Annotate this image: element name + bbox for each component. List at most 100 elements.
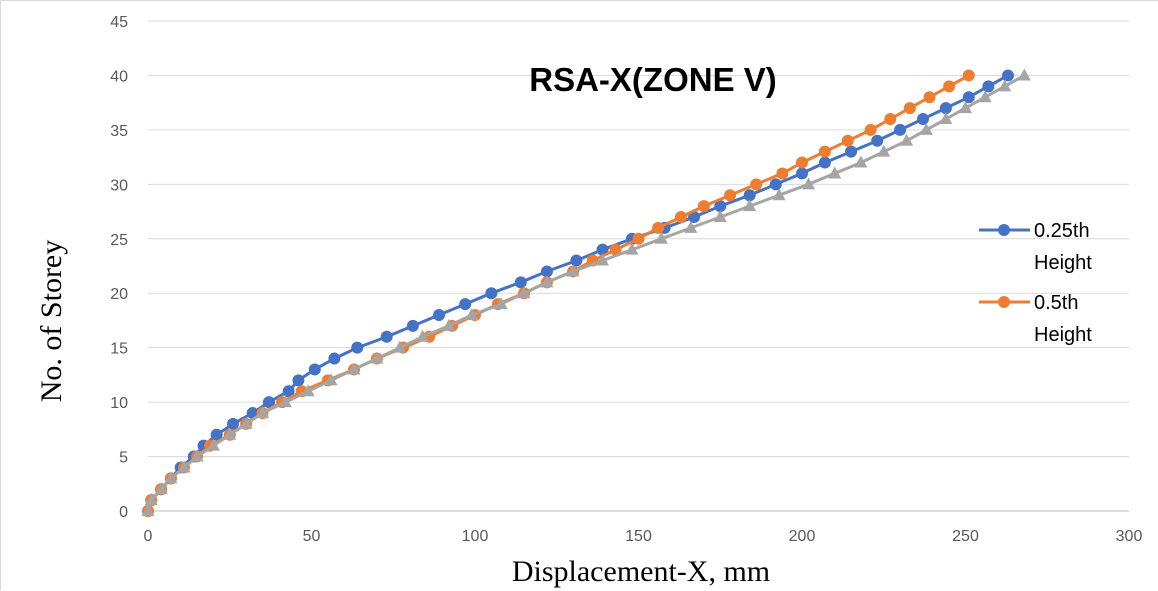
data-point-1 xyxy=(724,189,737,202)
y-tick-label: 25 xyxy=(110,232,128,249)
data-point-2 xyxy=(654,231,668,244)
data-point-2 xyxy=(998,79,1012,92)
data-point-1 xyxy=(884,113,897,125)
data-point-2 xyxy=(596,253,610,266)
data-point-1 xyxy=(750,178,763,191)
data-point-2 xyxy=(802,177,816,190)
data-point-2 xyxy=(517,286,531,299)
data-point-1 xyxy=(776,167,789,180)
legend-item-0: 0.25th Height xyxy=(979,220,1092,274)
x-tick-label: 100 xyxy=(462,528,489,545)
data-point-2 xyxy=(494,297,508,310)
legend: 0.25th Height 0.5th Height xyxy=(979,220,1092,346)
y-tick-label: 30 xyxy=(110,177,128,194)
data-point-0 xyxy=(939,102,952,115)
data-point-0 xyxy=(1002,69,1015,82)
data-point-0 xyxy=(227,417,240,430)
data-point-2 xyxy=(144,493,158,506)
data-point-2 xyxy=(370,351,384,364)
data-point-0 xyxy=(916,113,929,125)
data-point-2 xyxy=(154,482,168,495)
data-point-0 xyxy=(380,330,393,343)
data-point-1 xyxy=(841,134,854,147)
x-axis-label: Displacement-X, mm xyxy=(512,555,770,588)
series-layer xyxy=(141,68,1031,517)
data-point-2 xyxy=(416,329,430,342)
y-tick-label: 40 xyxy=(110,68,128,85)
data-point-0 xyxy=(328,352,341,365)
y-tick-label: 35 xyxy=(110,123,128,140)
data-point-2 xyxy=(301,384,315,397)
data-point-2 xyxy=(255,406,269,418)
data-point-0 xyxy=(596,243,609,256)
data-point-0 xyxy=(485,287,498,300)
y-tick-label: 20 xyxy=(110,286,128,303)
data-point-0 xyxy=(982,80,995,93)
legend-label-1: 0.5th Height xyxy=(1034,292,1092,346)
data-point-2 xyxy=(919,122,933,135)
data-point-2 xyxy=(177,460,191,473)
data-point-2 xyxy=(223,427,237,440)
data-point-1 xyxy=(675,211,688,223)
data-point-1 xyxy=(697,200,710,213)
data-point-0 xyxy=(540,265,553,278)
data-point-2 xyxy=(713,210,727,222)
data-point-0 xyxy=(714,200,727,213)
data-point-0 xyxy=(282,385,295,398)
y-tick-label: 5 xyxy=(119,450,128,467)
data-point-2 xyxy=(566,264,580,277)
data-point-0 xyxy=(308,363,321,376)
legend-item-1: 0.5th Height xyxy=(979,292,1092,346)
x-tick-label: 250 xyxy=(952,528,979,545)
data-point-2 xyxy=(465,308,479,320)
data-point-0 xyxy=(210,428,223,441)
data-point-2 xyxy=(393,340,407,353)
data-point-2 xyxy=(347,362,361,375)
data-point-2 xyxy=(828,166,842,179)
data-point-2 xyxy=(141,504,155,516)
data-point-0 xyxy=(796,167,808,180)
x-tick-label: 300 xyxy=(1116,528,1143,545)
legend-label-0: 0.25th Height xyxy=(1034,220,1092,274)
data-point-0 xyxy=(818,156,831,169)
data-point-0 xyxy=(845,145,858,158)
y-tick-label: 10 xyxy=(110,395,128,412)
data-point-1 xyxy=(962,69,975,82)
data-point-1 xyxy=(903,102,916,115)
data-point-1 xyxy=(632,232,645,245)
data-point-2 xyxy=(625,242,639,255)
chart-title: RSA-X(ZONE V) xyxy=(529,61,777,98)
y-tick-label: 0 xyxy=(119,504,128,521)
data-point-2 xyxy=(772,188,786,201)
x-tick-label: 150 xyxy=(625,528,652,545)
data-point-0 xyxy=(962,91,975,104)
data-point-0 xyxy=(769,178,782,191)
data-point-1 xyxy=(818,145,831,158)
x-tick-label: 0 xyxy=(144,528,153,545)
data-point-0 xyxy=(570,254,583,267)
data-point-0 xyxy=(871,134,884,147)
data-point-2 xyxy=(684,220,698,233)
data-point-1 xyxy=(923,91,936,104)
data-point-2 xyxy=(190,449,204,462)
data-point-1 xyxy=(609,243,622,256)
data-point-2 xyxy=(854,155,868,168)
data-point-0 xyxy=(894,123,907,136)
data-point-2 xyxy=(442,318,456,331)
data-point-1 xyxy=(652,221,665,234)
axes: 0 5 10 15 20 25 30 35 40 45 0 50 100 150 200 250 300 xyxy=(110,14,1142,545)
data-point-2 xyxy=(877,144,891,157)
data-point-0 xyxy=(459,298,472,311)
data-point-1 xyxy=(943,80,956,93)
data-point-0 xyxy=(406,319,419,332)
data-point-2 xyxy=(540,275,554,288)
data-point-2 xyxy=(1017,68,1031,81)
data-point-2 xyxy=(324,373,338,386)
data-point-1 xyxy=(796,156,808,169)
data-point-2 xyxy=(978,90,992,103)
data-point-2 xyxy=(239,416,253,429)
y-tick-label: 45 xyxy=(110,14,128,31)
data-point-0 xyxy=(514,276,527,289)
data-point-2 xyxy=(164,471,178,484)
